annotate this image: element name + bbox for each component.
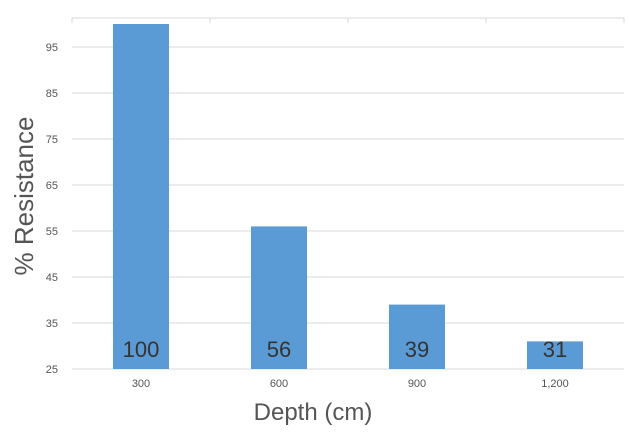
x-tick-label: 300	[132, 378, 150, 390]
y-tick-label: 95	[46, 42, 58, 54]
y-tick-label: 55	[46, 226, 58, 238]
x-tick-label: 600	[270, 378, 288, 390]
bar-data-label: 31	[543, 337, 567, 362]
y-tick-label: 25	[46, 364, 58, 376]
bar	[113, 24, 169, 369]
bar-data-label: 100	[123, 337, 160, 362]
y-tick-label: 85	[46, 88, 58, 100]
y-axis-ticks: 25 35 45 55 65 75 85 95	[46, 42, 58, 376]
bar	[389, 304, 445, 369]
y-tick-label: 35	[46, 318, 58, 330]
bar	[251, 226, 307, 369]
bars: 100 56 39 31	[113, 24, 583, 369]
bar	[527, 341, 583, 369]
y-tick-label: 75	[46, 134, 58, 146]
x-axis-ticks: 300 600 900 1,200	[132, 378, 569, 390]
x-tick-label: 1,200	[541, 378, 569, 390]
x-axis-label: Depth (cm)	[254, 399, 373, 426]
bar-data-label: 39	[405, 337, 429, 362]
y-axis-label: % Resistance	[9, 117, 39, 276]
y-tick-label: 65	[46, 180, 58, 192]
x-tick-label: 900	[408, 378, 426, 390]
y-tick-label: 45	[46, 272, 58, 284]
bar-data-label: 56	[267, 337, 291, 362]
